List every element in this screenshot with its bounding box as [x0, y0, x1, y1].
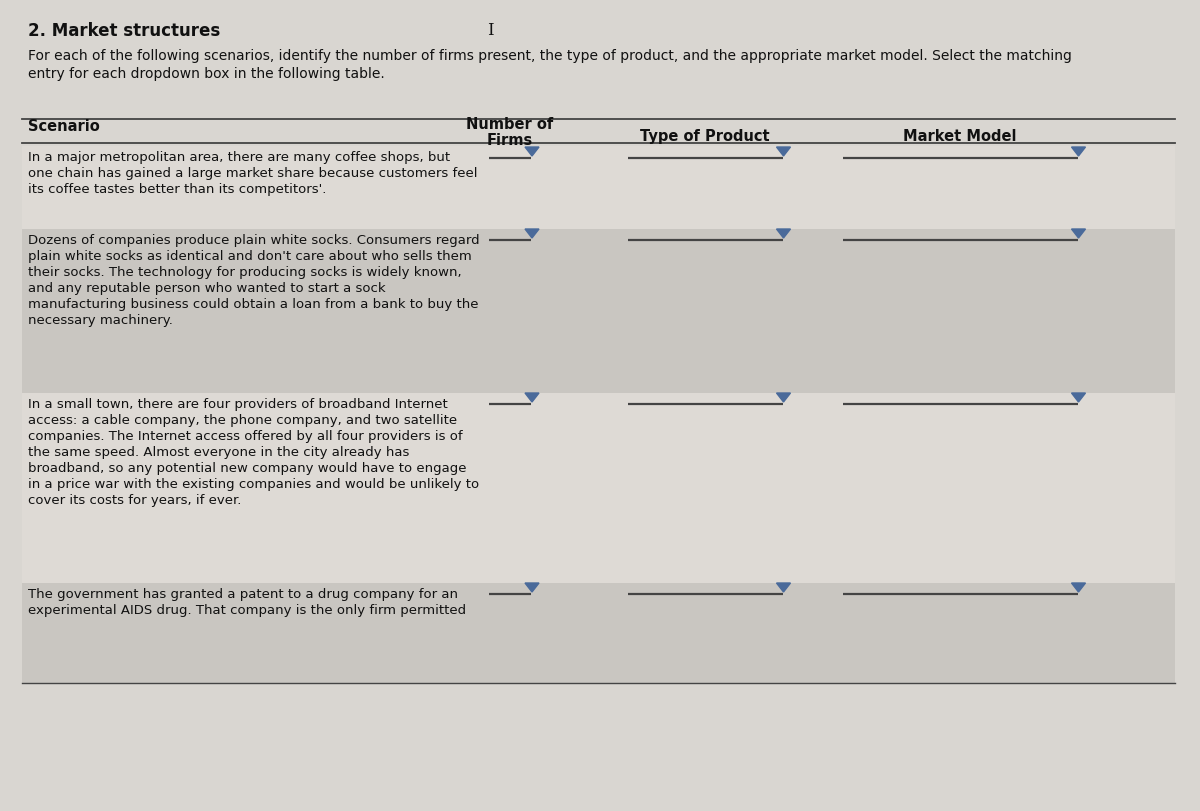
- Text: In a major metropolitan area, there are many coffee shops, but: In a major metropolitan area, there are …: [28, 151, 450, 164]
- Text: Market Model: Market Model: [904, 129, 1016, 144]
- Text: For each of the following scenarios, identify the number of firms present, the t: For each of the following scenarios, ide…: [28, 49, 1072, 63]
- Text: In a small town, there are four providers of broadband Internet: In a small town, there are four provider…: [28, 398, 448, 411]
- Text: The government has granted a patent to a drug company for an: The government has granted a patent to a…: [28, 588, 458, 601]
- Text: companies. The Internet access offered by all four providers is of: companies. The Internet access offered b…: [28, 430, 463, 443]
- Bar: [22, 393, 1175, 583]
- Text: I: I: [487, 22, 493, 39]
- Polygon shape: [776, 229, 791, 238]
- Bar: [22, 229, 1175, 393]
- Text: entry for each dropdown box in the following table.: entry for each dropdown box in the follo…: [28, 67, 385, 81]
- Text: the same speed. Almost everyone in the city already has: the same speed. Almost everyone in the c…: [28, 446, 409, 459]
- Text: broadband, so any potential new company would have to engage: broadband, so any potential new company …: [28, 462, 467, 475]
- Polygon shape: [526, 229, 539, 238]
- Polygon shape: [1072, 393, 1086, 402]
- Polygon shape: [1072, 583, 1086, 592]
- Text: and any reputable person who wanted to start a sock: and any reputable person who wanted to s…: [28, 282, 385, 295]
- Text: Scenario: Scenario: [28, 119, 100, 134]
- Text: its coffee tastes better than its competitors'.: its coffee tastes better than its compet…: [28, 183, 326, 196]
- Text: plain white socks as identical and don't care about who sells them: plain white socks as identical and don't…: [28, 250, 472, 263]
- Polygon shape: [776, 393, 791, 402]
- Polygon shape: [776, 147, 791, 156]
- Text: Type of Product: Type of Product: [640, 129, 770, 144]
- Polygon shape: [526, 393, 539, 402]
- Text: their socks. The technology for producing socks is widely known,: their socks. The technology for producin…: [28, 266, 462, 279]
- Polygon shape: [1072, 147, 1086, 156]
- Text: Number of: Number of: [467, 117, 553, 132]
- Polygon shape: [526, 147, 539, 156]
- Text: necessary machinery.: necessary machinery.: [28, 314, 173, 327]
- Bar: [22, 146, 1175, 229]
- Text: access: a cable company, the phone company, and two satellite: access: a cable company, the phone compa…: [28, 414, 457, 427]
- Text: Dozens of companies produce plain white socks. Consumers regard: Dozens of companies produce plain white …: [28, 234, 480, 247]
- Polygon shape: [776, 583, 791, 592]
- Polygon shape: [526, 583, 539, 592]
- Text: experimental AIDS drug. That company is the only firm permitted: experimental AIDS drug. That company is …: [28, 604, 466, 617]
- Text: cover its costs for years, if ever.: cover its costs for years, if ever.: [28, 494, 241, 507]
- Text: manufacturing business could obtain a loan from a bank to buy the: manufacturing business could obtain a lo…: [28, 298, 479, 311]
- Text: one chain has gained a large market share because customers feel: one chain has gained a large market shar…: [28, 167, 478, 180]
- Bar: [22, 583, 1175, 683]
- Polygon shape: [1072, 229, 1086, 238]
- Text: in a price war with the existing companies and would be unlikely to: in a price war with the existing compani…: [28, 478, 479, 491]
- Text: 2. Market structures: 2. Market structures: [28, 22, 221, 40]
- Text: Firms: Firms: [487, 133, 533, 148]
